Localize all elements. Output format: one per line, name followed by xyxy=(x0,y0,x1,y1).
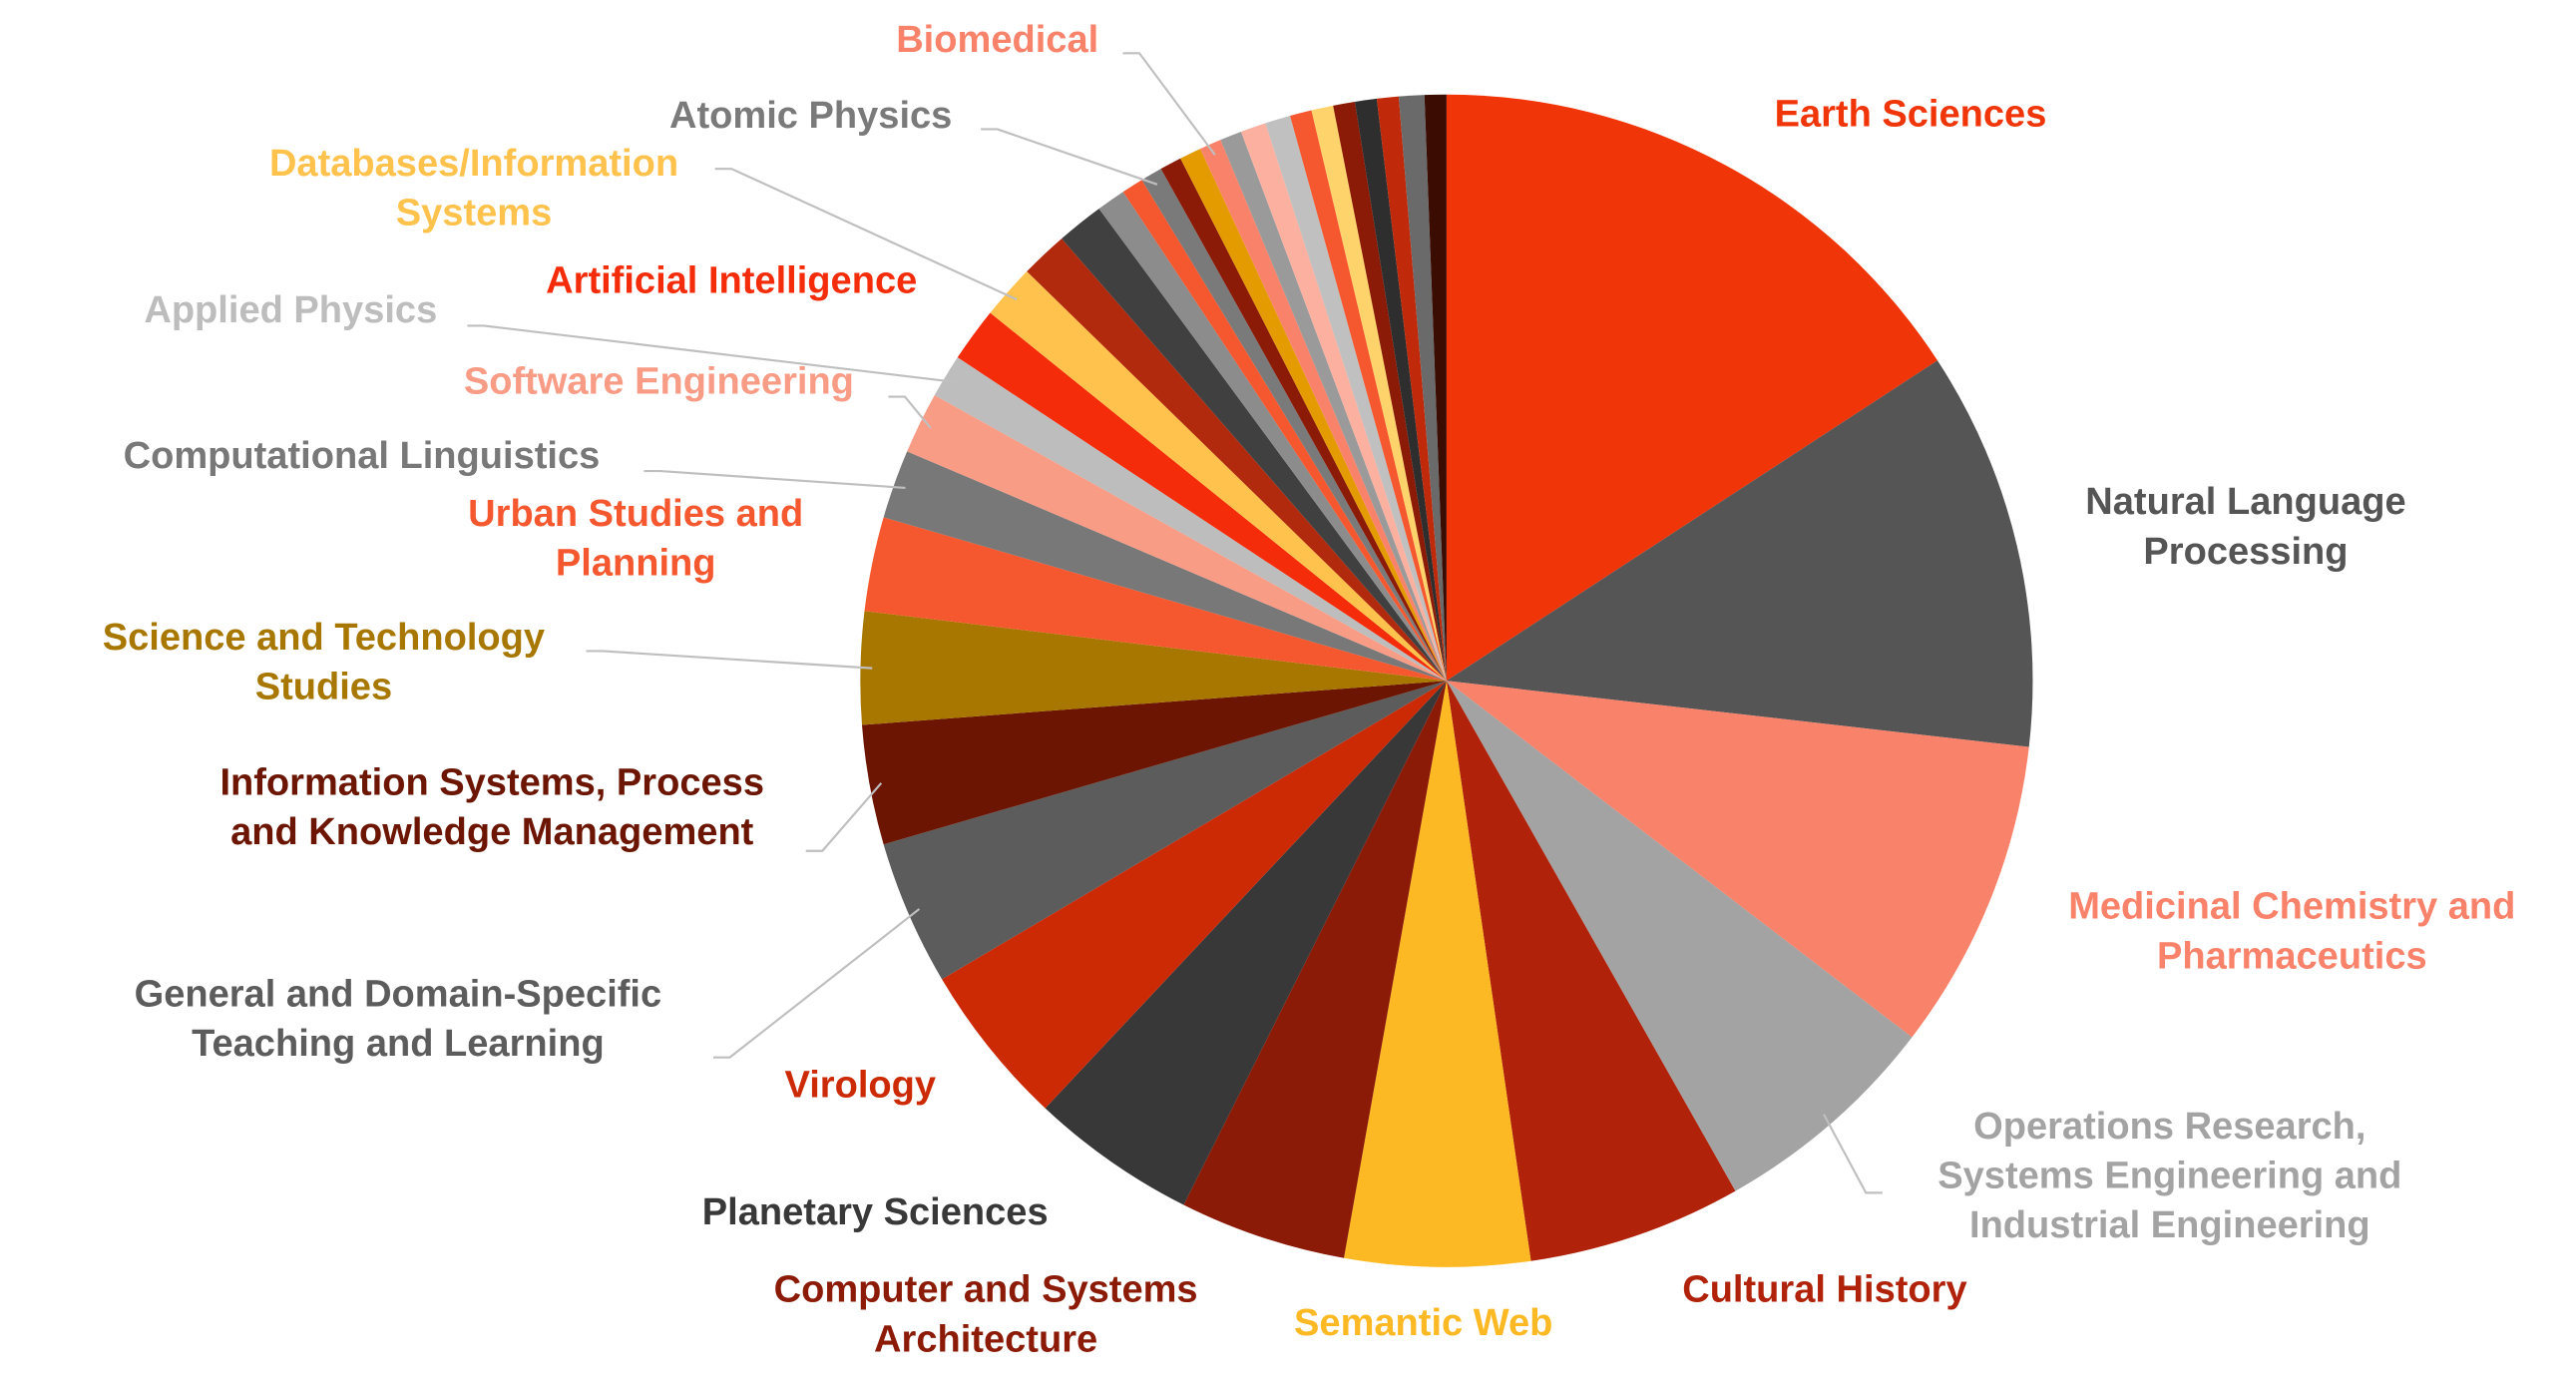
label-line: and Knowledge Management xyxy=(230,811,754,853)
pie-slice xyxy=(907,394,1447,682)
leader-line xyxy=(714,168,1018,301)
pie-slice xyxy=(1045,681,1447,1205)
leader-line xyxy=(586,650,873,670)
leader-line xyxy=(644,469,906,490)
pie-slice xyxy=(1333,101,1447,682)
pie-slice xyxy=(990,271,1447,682)
slice-label: Virology xyxy=(785,1064,937,1106)
label-line: Computer and Systems xyxy=(774,1269,1198,1311)
slice-label: General and Domain-Specific Teaching and … xyxy=(135,973,662,1065)
slice-label: Databases/Information Systems xyxy=(269,143,678,234)
pie-slice xyxy=(883,681,1447,980)
slice-label: Software Engineering xyxy=(464,360,854,402)
slice-label: Science and Technology Studies xyxy=(103,617,545,708)
leader-line xyxy=(981,128,1158,186)
slice-label: Urban Studies and Planning xyxy=(468,493,803,585)
pie-slice xyxy=(1446,681,1913,1191)
label-line: General and Domain-Specific xyxy=(135,973,662,1015)
leader-line xyxy=(1823,1114,1883,1194)
pie-slice xyxy=(957,312,1447,682)
label-line: Teaching and Learning xyxy=(192,1023,605,1065)
leader-line xyxy=(805,782,883,852)
slice-label: Operations Research, Systems Engineering … xyxy=(1937,1106,2401,1246)
pie-slice xyxy=(1265,116,1447,682)
pie-slice xyxy=(1376,96,1447,682)
leader-line xyxy=(713,908,921,1059)
slice-label: Atomic Physics xyxy=(669,95,952,137)
label-line: Medicinal Chemistry and xyxy=(2068,886,2515,928)
slice-label: Computer and Systems Architecture xyxy=(774,1269,1198,1361)
pie-slice xyxy=(1446,94,1937,682)
leader-line xyxy=(888,395,932,429)
pie-slice xyxy=(1141,169,1447,682)
pie-slice xyxy=(1183,681,1447,1258)
label-line: Urban Studies and xyxy=(468,493,803,535)
pie-slice xyxy=(1446,360,2033,747)
label-line: Natural Language xyxy=(2085,481,2405,523)
pie-slice xyxy=(1311,105,1447,682)
label-line: Systems xyxy=(396,193,553,234)
slice-label: Natural Language Processing xyxy=(2085,481,2405,573)
pie-slice xyxy=(1160,158,1447,682)
pie-slice xyxy=(864,517,1447,682)
slice-label: Earth Sciences xyxy=(1775,93,2047,135)
label-line: Planning xyxy=(556,542,716,584)
leader-line xyxy=(1122,52,1216,156)
slice-label: Information Systems, Process and Knowledg… xyxy=(219,762,764,854)
label-line: Studies xyxy=(255,667,392,708)
pie-slice xyxy=(1290,110,1447,682)
pie-slice xyxy=(1098,192,1447,682)
label-line: Industrial Engineering xyxy=(1969,1204,2370,1246)
pie-slice xyxy=(1344,681,1531,1267)
pie-slice xyxy=(1446,681,1736,1261)
pie-slice xyxy=(1240,123,1447,682)
leader-line xyxy=(467,324,957,384)
pie-slice xyxy=(934,357,1447,682)
slice-label: Semantic Web xyxy=(1294,1302,1552,1344)
slice-label: Medicinal Chemistry and Pharmaceutics xyxy=(2068,886,2515,978)
pie-slice xyxy=(860,611,1447,725)
label-line: Databases/Information xyxy=(269,143,678,185)
label-line: Architecture xyxy=(874,1318,1097,1360)
slice-label: Biomedical xyxy=(896,19,1098,61)
label-line: Systems Engineering and xyxy=(1937,1156,2401,1197)
pie-slice xyxy=(942,681,1447,1109)
slice-label: Planetary Sciences xyxy=(702,1191,1049,1233)
slice-label: Artificial Intelligence xyxy=(546,259,917,301)
label-line: Pharmaceutics xyxy=(2157,935,2427,977)
pie-slice xyxy=(861,681,1447,845)
pie-slice xyxy=(1354,98,1447,682)
pie-slice xyxy=(1398,95,1447,682)
pie-slice xyxy=(1122,180,1447,682)
pie-slice xyxy=(1424,94,1447,682)
slice-label: Cultural History xyxy=(1682,1269,1966,1311)
label-line: Science and Technology xyxy=(103,617,545,659)
pie-slice xyxy=(883,451,1447,682)
pie-slice xyxy=(1200,140,1447,682)
label-line: Information Systems, Process xyxy=(219,762,764,804)
label-line: Processing xyxy=(2143,531,2348,573)
pie-slice xyxy=(1027,238,1447,682)
label-line: Operations Research, xyxy=(1973,1106,2365,1148)
slice-label: Applied Physics xyxy=(144,289,437,331)
pie-slice xyxy=(1062,209,1447,682)
pie-slice xyxy=(1446,681,2029,1038)
pie-slice xyxy=(1220,131,1447,682)
pie-slice xyxy=(1180,149,1447,682)
slice-label: Computational Linguistics xyxy=(124,435,601,477)
